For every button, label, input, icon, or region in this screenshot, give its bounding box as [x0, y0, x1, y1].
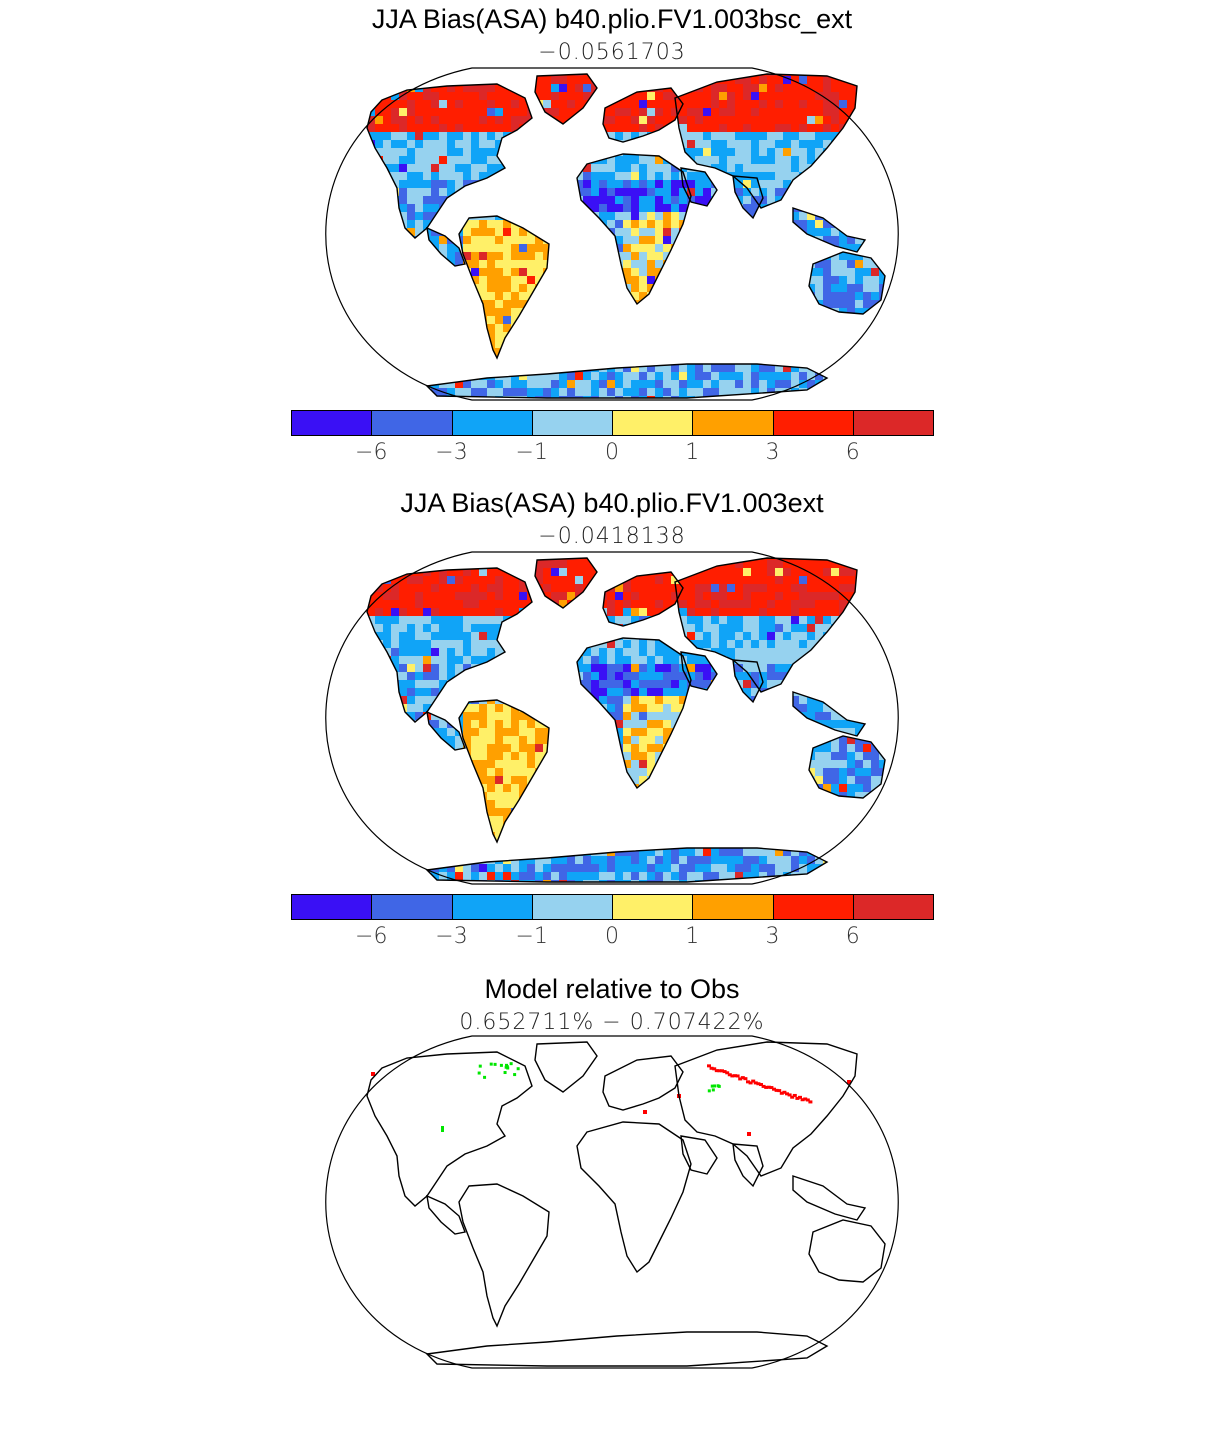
- coast-africa: [576, 1121, 692, 1274]
- coast-africa: [576, 637, 692, 790]
- coast-antarctica: [425, 363, 829, 399]
- panel-1-title: JJA Bias(ASA) b40.plio.FV1.003bsc_ext: [371, 4, 853, 34]
- coast-india: [732, 1143, 764, 1188]
- colorbar-tick-label: −1: [515, 440, 548, 465]
- colorbar-tick-label: 3: [765, 924, 780, 949]
- map-panel-3: [325, 1035, 899, 1369]
- colorbar-tick-label: 6: [845, 924, 860, 949]
- coast-north-america: [366, 83, 533, 239]
- colorbar-tick-label: −3: [435, 440, 468, 465]
- colorbar-segment: [451, 410, 533, 436]
- map-outline: [325, 551, 899, 885]
- colorbar-segment: [371, 410, 453, 436]
- coast-australia: [808, 735, 886, 799]
- coast-greenland: [534, 73, 598, 125]
- coast-antarctica: [425, 1331, 829, 1367]
- map-outline: [325, 1035, 899, 1369]
- panel-2-subtitle: −0.0418138: [538, 524, 686, 549]
- coast-india: [732, 175, 764, 220]
- colorbar-tick-label: 6: [845, 440, 860, 465]
- coast-antarctica: [425, 847, 829, 883]
- colorbar-segment: [291, 894, 373, 920]
- coast-europe: [602, 1055, 684, 1111]
- coast-arabia: [680, 651, 718, 691]
- diff-marks: [371, 1062, 851, 1136]
- colorbar-segment: [531, 410, 613, 436]
- colorbar-2-ticks: −6 −3 −1 0 1 3 6: [0, 924, 1224, 954]
- panel-1-subtitle: −0.0561703: [538, 40, 686, 65]
- colorbar-segment: [612, 410, 694, 436]
- colorbar-tick-label: −6: [355, 440, 388, 465]
- coast-greenland: [534, 1041, 598, 1093]
- coast-australia: [808, 251, 886, 315]
- colorbar-segment: [291, 410, 373, 436]
- coast-north-america: [366, 1051, 533, 1207]
- coast-south-america: [458, 699, 550, 844]
- coast-north-america: [366, 567, 533, 723]
- colorbar-segment: [451, 894, 533, 920]
- coast-arabia: [680, 1135, 718, 1175]
- coast-asia: [674, 557, 858, 693]
- coast-central-america: [426, 226, 466, 267]
- coast-central-america: [426, 1194, 466, 1235]
- panel-3-title: Model relative to Obs: [484, 974, 740, 1004]
- colorbar-tick-label: 0: [605, 924, 619, 949]
- coast-se-asia: [792, 1175, 867, 1221]
- colorbar-tick-label: 0: [605, 440, 619, 465]
- colorbar-tick-label: 3: [765, 440, 780, 465]
- coast-africa: [576, 153, 692, 306]
- coast-europe: [602, 87, 684, 143]
- coast-central-america: [426, 710, 466, 751]
- coast-greenland: [534, 557, 598, 609]
- panel-2-title: JJA Bias(ASA) b40.plio.FV1.003ext: [400, 488, 824, 518]
- coast-asia: [674, 1041, 858, 1177]
- colorbar-segment: [692, 410, 774, 436]
- coastlines: [366, 73, 886, 399]
- colorbar-tick-label: 1: [685, 924, 700, 949]
- colorbar-tick-label: 1: [685, 440, 700, 465]
- coast-india: [732, 659, 764, 704]
- map-panel-2: [325, 551, 899, 885]
- colorbar-2: [291, 894, 934, 920]
- colorbar-segment: [772, 894, 854, 920]
- coast-south-america: [458, 1183, 550, 1328]
- coast-south-america: [458, 215, 550, 360]
- colorbar-segment: [612, 894, 694, 920]
- panel-3-subtitle: 0.652711% − 0.707422%: [459, 1010, 765, 1035]
- map-panel-1: [325, 67, 899, 401]
- coastlines: [366, 557, 886, 883]
- colorbar-segment: [852, 410, 934, 436]
- colorbar-segment: [371, 894, 453, 920]
- coast-se-asia: [792, 691, 867, 737]
- coast-australia: [808, 1219, 886, 1283]
- colorbar-segment: [852, 894, 934, 920]
- map-outline: [325, 67, 899, 401]
- colorbar-segment: [531, 894, 613, 920]
- coast-europe: [602, 571, 684, 627]
- coast-se-asia: [792, 207, 867, 253]
- coast-arabia: [680, 167, 718, 207]
- colorbar-tick-label: −1: [515, 924, 548, 949]
- colorbar-1: [291, 410, 934, 436]
- colorbar-tick-label: −6: [355, 924, 388, 949]
- colorbar-segment: [772, 410, 854, 436]
- coastlines: [366, 1041, 886, 1367]
- colorbar-tick-label: −3: [435, 924, 468, 949]
- coast-asia: [674, 73, 858, 209]
- colorbar-segment: [692, 894, 774, 920]
- colorbar-1-ticks: −6 −3 −1 0 1 3 6: [0, 440, 1224, 470]
